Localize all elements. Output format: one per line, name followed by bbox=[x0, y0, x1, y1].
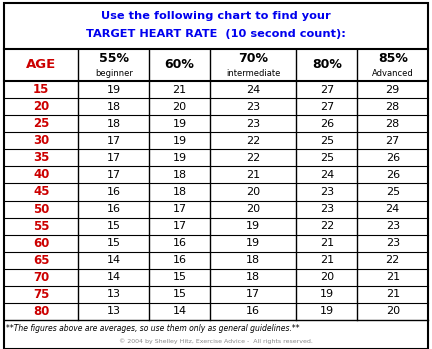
Text: 27: 27 bbox=[320, 84, 334, 95]
Text: 85%: 85% bbox=[378, 52, 408, 66]
Text: 25: 25 bbox=[320, 153, 334, 163]
Text: 55: 55 bbox=[33, 220, 50, 232]
Text: 28: 28 bbox=[386, 102, 400, 112]
Text: 45: 45 bbox=[33, 185, 50, 199]
Text: 27: 27 bbox=[320, 102, 334, 112]
Text: 24: 24 bbox=[320, 170, 334, 180]
Text: 16: 16 bbox=[172, 255, 187, 265]
Text: 20: 20 bbox=[246, 204, 260, 214]
Text: 70%: 70% bbox=[238, 52, 268, 66]
Text: 25: 25 bbox=[320, 136, 334, 146]
Text: 19: 19 bbox=[172, 119, 187, 129]
Text: 18: 18 bbox=[246, 272, 260, 282]
Text: 18: 18 bbox=[107, 119, 121, 129]
Text: 20: 20 bbox=[172, 102, 187, 112]
Text: 17: 17 bbox=[107, 153, 121, 163]
Text: 23: 23 bbox=[246, 102, 260, 112]
Text: 28: 28 bbox=[386, 119, 400, 129]
Text: 23: 23 bbox=[246, 119, 260, 129]
Text: 19: 19 bbox=[172, 153, 187, 163]
Text: 19: 19 bbox=[246, 221, 260, 231]
Text: 16: 16 bbox=[172, 238, 187, 248]
Text: 30: 30 bbox=[33, 134, 49, 147]
Text: 19: 19 bbox=[107, 84, 121, 95]
Text: 16: 16 bbox=[246, 306, 260, 317]
Text: 20: 20 bbox=[386, 306, 400, 317]
Text: 18: 18 bbox=[107, 102, 121, 112]
Text: 23: 23 bbox=[386, 238, 400, 248]
Text: 15: 15 bbox=[33, 83, 49, 96]
Text: 60%: 60% bbox=[165, 59, 194, 72]
Text: 20: 20 bbox=[246, 187, 260, 197]
Text: intermediate: intermediate bbox=[226, 69, 280, 79]
Text: 22: 22 bbox=[386, 255, 400, 265]
Text: 27: 27 bbox=[386, 136, 400, 146]
Text: 19: 19 bbox=[320, 289, 334, 299]
Text: 35: 35 bbox=[33, 151, 49, 164]
Text: 14: 14 bbox=[172, 306, 187, 317]
Text: 21: 21 bbox=[386, 272, 400, 282]
Text: 21: 21 bbox=[320, 238, 334, 248]
Text: 17: 17 bbox=[172, 204, 187, 214]
Text: 18: 18 bbox=[172, 187, 187, 197]
Text: 24: 24 bbox=[246, 84, 260, 95]
Text: 26: 26 bbox=[386, 153, 400, 163]
Text: 80%: 80% bbox=[312, 59, 342, 72]
Text: TARGET HEART RATE  (10 second count):: TARGET HEART RATE (10 second count): bbox=[86, 29, 346, 39]
Text: 16: 16 bbox=[107, 204, 121, 214]
Text: 24: 24 bbox=[386, 204, 400, 214]
Text: 60: 60 bbox=[33, 237, 49, 250]
Text: 17: 17 bbox=[107, 170, 121, 180]
Text: 26: 26 bbox=[320, 119, 334, 129]
Text: 17: 17 bbox=[246, 289, 260, 299]
Text: 18: 18 bbox=[172, 170, 187, 180]
Text: 14: 14 bbox=[107, 255, 121, 265]
Text: 21: 21 bbox=[172, 84, 187, 95]
Text: Advanced: Advanced bbox=[372, 69, 413, 79]
Text: © 2004 by Shelley Hitz, Exercise Advice -  All rights reserved.: © 2004 by Shelley Hitz, Exercise Advice … bbox=[119, 338, 313, 344]
Text: Use the following chart to find your: Use the following chart to find your bbox=[101, 11, 331, 21]
Text: 21: 21 bbox=[246, 170, 260, 180]
Text: 19: 19 bbox=[246, 238, 260, 248]
Text: 18: 18 bbox=[246, 255, 260, 265]
Text: 22: 22 bbox=[246, 153, 260, 163]
Text: 21: 21 bbox=[320, 255, 334, 265]
Text: 80: 80 bbox=[33, 305, 49, 318]
Text: 22: 22 bbox=[320, 221, 334, 231]
Text: 13: 13 bbox=[107, 289, 121, 299]
Text: 20: 20 bbox=[33, 100, 49, 113]
Text: 23: 23 bbox=[320, 187, 334, 197]
Text: beginner: beginner bbox=[95, 69, 133, 79]
Text: 29: 29 bbox=[386, 84, 400, 95]
Text: 55%: 55% bbox=[99, 52, 129, 66]
Text: 65: 65 bbox=[33, 254, 50, 267]
Text: 15: 15 bbox=[172, 289, 187, 299]
Text: 75: 75 bbox=[33, 288, 49, 301]
Text: 16: 16 bbox=[107, 187, 121, 197]
Text: 40: 40 bbox=[33, 169, 49, 181]
Text: 14: 14 bbox=[107, 272, 121, 282]
Text: 17: 17 bbox=[172, 221, 187, 231]
Text: 15: 15 bbox=[107, 238, 121, 248]
Text: 50: 50 bbox=[33, 202, 49, 216]
Text: 26: 26 bbox=[386, 170, 400, 180]
Text: 17: 17 bbox=[107, 136, 121, 146]
Text: 15: 15 bbox=[172, 272, 187, 282]
Text: 25: 25 bbox=[33, 117, 49, 130]
Text: AGE: AGE bbox=[26, 59, 56, 72]
Text: 25: 25 bbox=[386, 187, 400, 197]
Text: **The figures above are averages, so use them only as general guidelines.**: **The figures above are averages, so use… bbox=[6, 324, 300, 333]
Text: 19: 19 bbox=[172, 136, 187, 146]
Text: 21: 21 bbox=[386, 289, 400, 299]
Text: 15: 15 bbox=[107, 221, 121, 231]
Text: 70: 70 bbox=[33, 271, 49, 284]
Text: 13: 13 bbox=[107, 306, 121, 317]
Text: 19: 19 bbox=[320, 306, 334, 317]
Text: 22: 22 bbox=[246, 136, 260, 146]
Text: 23: 23 bbox=[320, 204, 334, 214]
Text: 23: 23 bbox=[386, 221, 400, 231]
Text: 20: 20 bbox=[320, 272, 334, 282]
